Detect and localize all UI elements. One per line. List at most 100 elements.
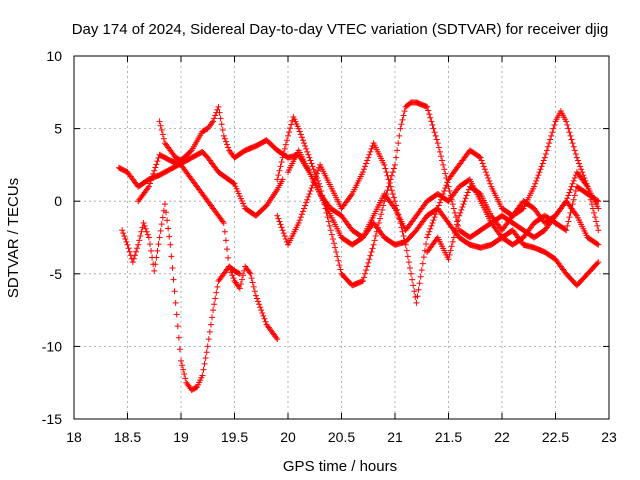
data-point (461, 198, 468, 205)
data-point (277, 163, 284, 170)
data-point (168, 253, 175, 260)
data-point (122, 235, 129, 242)
data-point (255, 298, 262, 305)
data-point (549, 129, 556, 136)
data-point (594, 222, 601, 229)
data-point (576, 160, 583, 167)
data-point (431, 129, 438, 136)
x-tick-label: 22.5 (542, 429, 569, 445)
data-point (428, 222, 435, 229)
data-point (247, 270, 254, 277)
data-point (280, 230, 287, 237)
data-point (563, 198, 570, 205)
data-point (283, 137, 290, 144)
x-tick-label: 20.5 (328, 429, 355, 445)
data-point (308, 185, 315, 192)
data-point (533, 177, 540, 184)
data-point (152, 261, 159, 268)
data-point (586, 192, 593, 199)
data-point (296, 217, 303, 224)
data-point (593, 218, 600, 225)
data-point (181, 370, 188, 377)
data-point (327, 227, 334, 234)
data-point (225, 254, 232, 261)
data-point (144, 231, 151, 238)
data-point (562, 226, 569, 233)
data-point (368, 145, 375, 152)
data-point (224, 246, 231, 253)
data-point (157, 122, 164, 129)
data-point (308, 160, 315, 167)
data-point (566, 214, 573, 221)
data-point (464, 189, 471, 196)
data-point (306, 190, 313, 197)
data-point (210, 307, 217, 314)
data-point (436, 199, 443, 206)
data-point (583, 182, 590, 189)
data-point (287, 125, 294, 132)
data-point (135, 241, 142, 248)
data-point (176, 346, 183, 353)
data-point (165, 225, 172, 232)
data-point (565, 218, 572, 225)
data-point (452, 225, 459, 232)
axis-ticks: 18 18.5 19 19.5 20 20.5 21 21.5 22 22.5 23 -15 -10 -5… (42, 48, 617, 445)
data-point (250, 283, 257, 290)
series-track-d (135, 151, 281, 343)
data-point (160, 135, 167, 142)
data-point (219, 218, 226, 225)
data-point (535, 172, 542, 179)
data-point (427, 114, 434, 121)
data-point (420, 254, 427, 261)
data-point (375, 219, 382, 226)
data-point (397, 125, 404, 132)
data-point (131, 252, 138, 259)
data-point (438, 153, 445, 160)
data-point (430, 125, 437, 132)
data-point (425, 107, 432, 114)
data-point (382, 165, 389, 172)
chart-title: Day 174 of 2024, Sidereal Day-to-day VTE… (72, 21, 609, 38)
y-tick-label: -10 (42, 338, 62, 354)
data-point (240, 272, 247, 279)
data-point (297, 214, 304, 221)
data-point (587, 196, 594, 203)
data-point (328, 231, 335, 238)
data-point (592, 214, 599, 221)
data-point (482, 169, 489, 176)
data-point (445, 256, 452, 263)
data-point (565, 125, 572, 132)
data-point (439, 157, 446, 164)
data-point (322, 205, 329, 212)
data-point (295, 125, 302, 132)
data-point (279, 176, 286, 183)
data-point (276, 218, 283, 225)
data-point (440, 161, 447, 168)
data-point (302, 202, 309, 209)
data-point (594, 260, 601, 267)
data-point (406, 264, 413, 271)
data-point (295, 219, 302, 226)
data-point (325, 218, 332, 225)
data-point (566, 189, 573, 196)
data-point (307, 157, 314, 164)
data-point (222, 237, 229, 244)
data-point (446, 188, 453, 195)
data-point (393, 154, 400, 161)
data-point (373, 228, 380, 235)
data-point (148, 177, 155, 184)
data-point (377, 215, 384, 222)
data-point (429, 219, 436, 226)
data-point (258, 307, 265, 314)
data-point (485, 174, 492, 181)
data-point (286, 129, 293, 136)
data-point (571, 174, 578, 181)
data-point (386, 180, 393, 187)
data-point (123, 238, 130, 245)
data-point (476, 153, 483, 160)
data-point (381, 161, 388, 168)
data-point (405, 259, 412, 266)
data-point (390, 165, 397, 172)
data-point (441, 188, 448, 195)
